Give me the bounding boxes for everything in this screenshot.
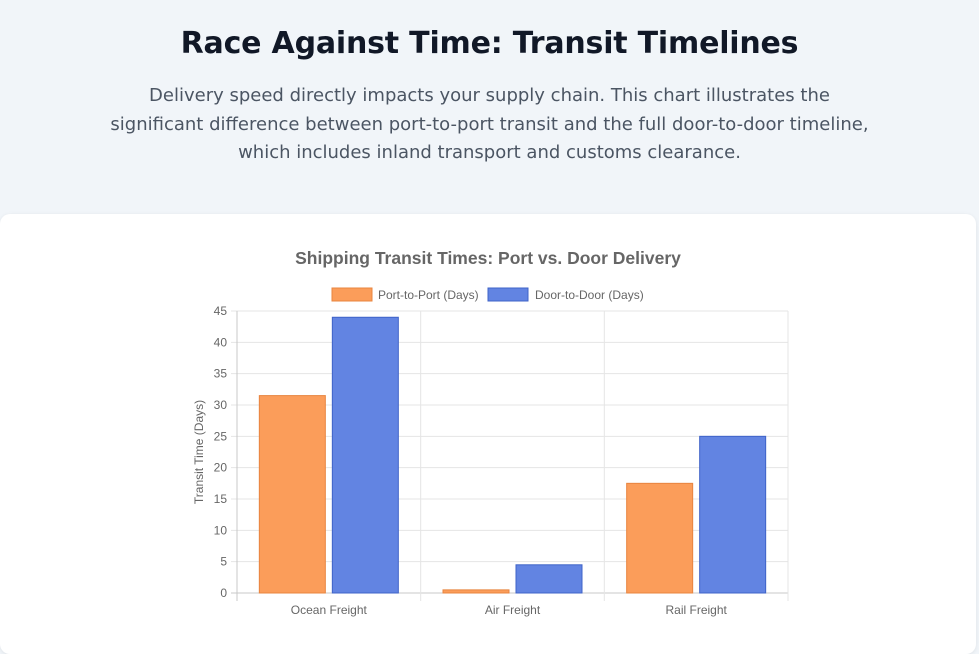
legend-item-port-to-port-swatch — [331, 287, 373, 302]
y-tick-label: 0 — [220, 586, 227, 600]
x-axis-ticks: Ocean Freight Air Freight Rail Freight — [291, 603, 728, 617]
x-tick-label: Air Freight — [485, 603, 541, 617]
y-tick-label: 20 — [214, 461, 228, 475]
x-tick-label: Ocean Freight — [291, 603, 368, 617]
page-title: Race Against Time: Transit Timelines — [180, 26, 799, 61]
port-to-port-bar — [258, 395, 326, 594]
chart-title: Shipping Transit Times: Port vs. Door De… — [295, 248, 681, 268]
port-to-port-bar — [442, 589, 510, 594]
door-to-door-bar — [331, 316, 399, 594]
chart-bars — [258, 316, 767, 594]
y-tick-label: 35 — [214, 367, 228, 381]
page-description: Delivery speed directly impacts your sup… — [110, 85, 869, 163]
y-tick-label: 40 — [214, 335, 228, 349]
page-header: Race Against Time: Transit Timelines Del… — [0, 0, 979, 214]
y-axis-label: Transit Time (Days) — [192, 400, 206, 504]
legend-item-door-to-door-swatch — [487, 287, 529, 302]
y-tick-label: 10 — [214, 523, 228, 537]
legend-item-port-to-port-label: Port-to-Port (Days) — [378, 288, 479, 302]
y-axis-ticks: 0 5 10 15 20 25 30 35 40 45 — [214, 304, 228, 600]
y-tick-label: 15 — [214, 492, 228, 506]
port-to-port-bar — [626, 482, 694, 594]
y-tick-label: 30 — [214, 398, 228, 412]
y-tick-label: 25 — [214, 429, 228, 443]
door-to-door-bar — [699, 435, 767, 594]
x-tick-label: Rail Freight — [665, 603, 727, 617]
chart-card — [0, 214, 976, 654]
y-tick-label: 5 — [220, 555, 227, 569]
legend-item-door-to-door-label: Door-to-Door (Days) — [535, 288, 644, 302]
chart-legend: Port-to-Port (Days) Door-to-Door (Days) — [331, 287, 644, 302]
door-to-door-bar — [515, 564, 583, 594]
y-tick-label: 45 — [214, 304, 228, 318]
